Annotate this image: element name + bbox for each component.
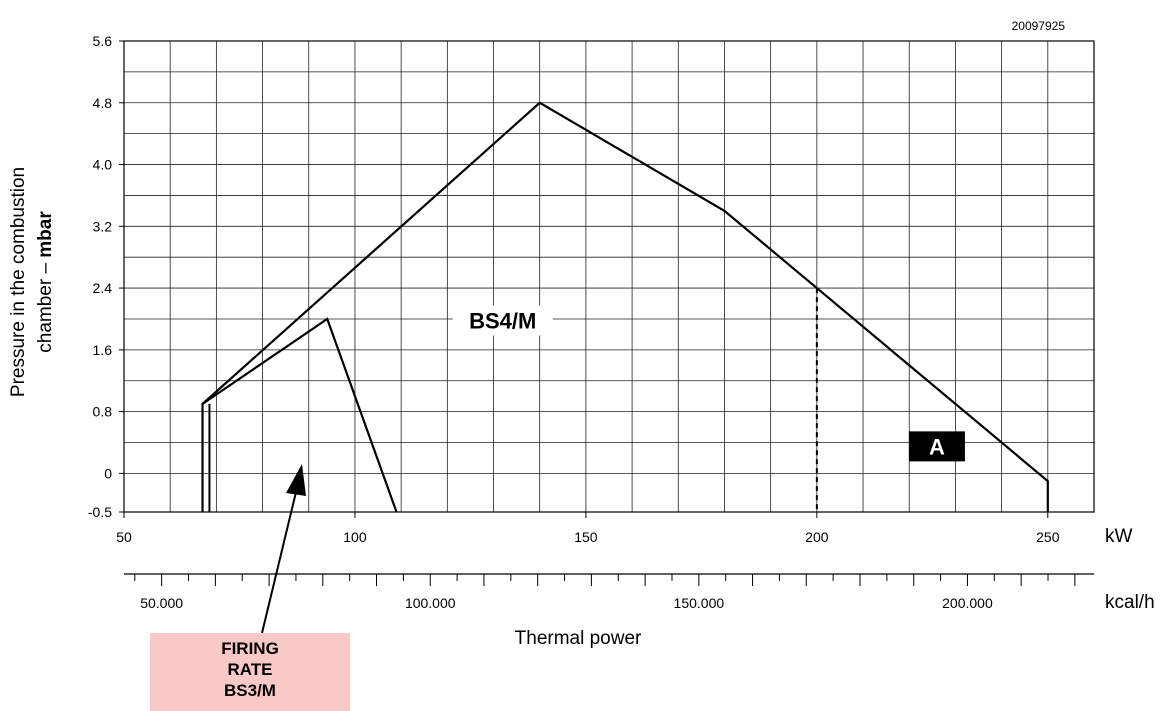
y-axis-label-line-2: chamber – mbar	[35, 211, 56, 353]
x2-tick-label: 200.000	[942, 595, 993, 611]
y-axis-label-unit: mbar	[35, 211, 56, 258]
x2-unit-label: kcal/h	[1105, 592, 1155, 613]
chart-grid	[123, 40, 1095, 513]
firing-label-line-2: RATE	[227, 660, 273, 679]
y-axis-label-prefix: chamber –	[35, 258, 56, 353]
x-axis-label: Thermal power	[515, 628, 642, 649]
bs4-label: BS4/M	[469, 309, 536, 334]
x-tick-label: 100	[343, 529, 367, 545]
zone-a-label: A	[929, 434, 945, 459]
x2-tick-label: 150.000	[674, 595, 725, 611]
y-tick-label: 4.8	[93, 95, 113, 111]
y-tick-label: 3.2	[93, 218, 113, 234]
firing-label-line-1: FIRING	[221, 639, 279, 658]
plot-frame	[123, 40, 1095, 513]
chart-axes: -0.5 0 0.8 1.6 2.4 3.2 4.0 4.8 5.6 50 100 150 200 250…	[88, 33, 1155, 613]
y-tick-label: 0.8	[93, 404, 113, 420]
x-tick-label: 50	[116, 529, 132, 545]
y-axis-label-line-1: Pressure in the combustion	[8, 167, 29, 397]
firing-label-line-3: BS3/M	[224, 681, 276, 700]
firing-rate-label-box: FIRING RATE BS3/M	[150, 633, 350, 711]
x-tick-label: 150	[574, 529, 598, 545]
firing-rate-arrow-shaft	[261, 487, 298, 634]
x-unit-label: kW	[1105, 526, 1133, 547]
y-tick-label: 4.0	[93, 157, 113, 173]
y-tick-label: -0.5	[88, 504, 112, 520]
x-tick-label: 250	[1036, 529, 1060, 545]
firing-rate-arrow-head	[286, 464, 306, 496]
zone-a-badge	[908, 431, 965, 462]
y-tick-label: 1.6	[93, 342, 113, 358]
figure-code: 20097925	[1012, 19, 1066, 33]
series-bs4-m	[201, 101, 1049, 512]
series-bs3-m	[201, 317, 398, 513]
y-tick-label: 2.4	[93, 280, 113, 296]
x-tick-label: 200	[805, 529, 829, 545]
chart-annotations: BS4/M A	[261, 305, 965, 634]
y-tick-label: 0	[104, 465, 112, 481]
bs4-label-bg	[452, 305, 553, 336]
chart-labels: 20097925 Pressure in the combustion chambe…	[8, 19, 1065, 649]
chart-series	[201, 101, 1049, 513]
x2-tick-label: 50.000	[140, 595, 183, 611]
y-tick-label: 5.6	[93, 33, 113, 49]
x2-tick-label: 100.000	[405, 595, 456, 611]
